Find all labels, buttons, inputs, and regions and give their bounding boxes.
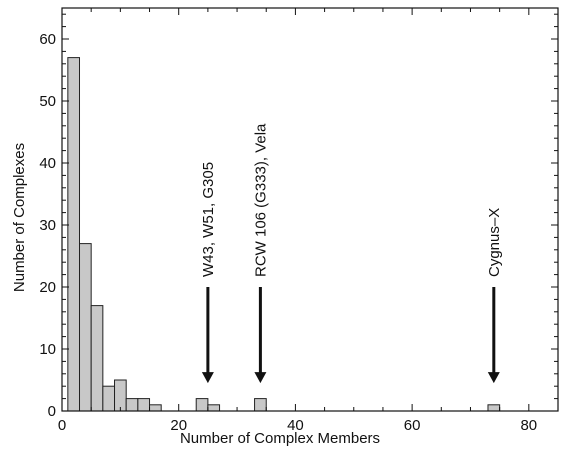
histogram-bar (254, 398, 267, 412)
histogram-bar (149, 404, 162, 412)
bars-layer (67, 57, 501, 412)
annotation-arrowhead (487, 372, 500, 384)
histogram-bar (137, 398, 151, 412)
histogram-bar (125, 398, 139, 412)
x-tick-label: 40 (287, 417, 304, 434)
y-tick-label: 30 (39, 217, 56, 234)
annotation-label: Cygnus–X (486, 208, 503, 277)
y-axis-title: Number of Complexes (11, 143, 28, 292)
ticks-layer: 0 20 40 60 80 0 10 20 30 40 50 60 (39, 8, 558, 434)
y-tick-label: 10 (39, 341, 56, 358)
x-tick-label: 0 (58, 417, 66, 434)
histogram-bar (102, 385, 116, 412)
plot-frame (61, 7, 559, 412)
histogram-bar (195, 398, 209, 412)
y-tick-label: 0 (48, 403, 56, 420)
x-axis-title: Number of Complex Members (180, 430, 380, 447)
histogram-bar (67, 57, 81, 412)
annotation-label: W43, W51, G305 (200, 162, 217, 277)
histogram-bar (114, 379, 127, 412)
x-tick-label: 80 (520, 417, 537, 434)
y-tick-label: 60 (39, 31, 56, 48)
x-tick-label: 60 (404, 417, 421, 434)
annotations-layer: W43, W51, G305 RCW 106 (G333), Vela Cygnus… (200, 123, 503, 384)
histogram-bar (207, 404, 221, 412)
histogram-bar (487, 404, 501, 412)
y-tick-label: 40 (39, 155, 56, 172)
x-tick-label: 20 (170, 417, 187, 434)
histogram-bar (90, 305, 104, 412)
annotation-arrowhead (201, 372, 214, 384)
annotation-arrowhead (254, 372, 267, 384)
histogram-bar (79, 243, 92, 412)
y-tick-label: 20 (39, 279, 56, 296)
y-tick-label: 50 (39, 93, 56, 110)
annotation-label: RCW 106 (G333), Vela (252, 123, 269, 277)
